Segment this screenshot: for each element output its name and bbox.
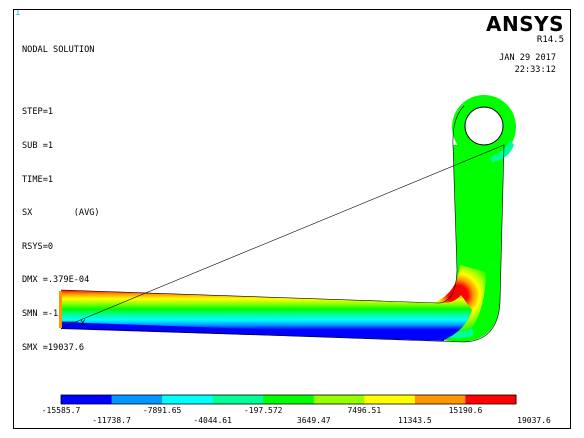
vertical-leg bbox=[429, 145, 504, 342]
ansys-logo: ANSYS bbox=[485, 12, 564, 36]
rsys-label: RSYS=0 bbox=[22, 241, 54, 252]
legend-tick-label: 19037.6 bbox=[517, 416, 551, 425]
triad-x-label: X bbox=[80, 319, 86, 329]
eye-hole bbox=[464, 106, 504, 146]
smx-label: SMX =19037.6 bbox=[22, 342, 85, 353]
legend-tick-label: -11738.7 bbox=[92, 416, 131, 425]
legend-tick-label: 7496.51 bbox=[347, 406, 382, 415]
support-edge bbox=[59, 291, 62, 328]
legend-tick-label: 3649.47 bbox=[296, 416, 331, 425]
legend-tick-label: -15585.7 bbox=[41, 406, 81, 415]
model-outline bbox=[60, 105, 505, 343]
window-number: 1 bbox=[15, 9, 21, 18]
dmx-label: DMX =.379E-04 bbox=[22, 275, 90, 286]
step-label: STEP=1 bbox=[22, 107, 54, 118]
result-label: SX (AVG) bbox=[22, 208, 100, 219]
legend-tick-label: -4044.61 bbox=[193, 416, 232, 425]
legend-tick-label: 15190.6 bbox=[448, 406, 483, 415]
date-label: JAN 29 2017 bbox=[499, 53, 556, 63]
graphics-window[interactable]: 1 NODAL SOLUTION STEP=1 SUB =1 TIME=1 SX… bbox=[13, 9, 571, 429]
time-label: TIME=1 bbox=[22, 174, 54, 185]
eye-ring-patch bbox=[490, 140, 514, 162]
time-label: 22:33:12 bbox=[514, 65, 556, 75]
model-plot[interactable]: X bbox=[14, 10, 571, 429]
release-label: R14.5 bbox=[536, 35, 564, 45]
arm-bottom-band bbox=[61, 322, 444, 341]
solution-title: NODAL SOLUTION bbox=[22, 45, 95, 56]
legend-tick-label: -197.572 bbox=[243, 406, 283, 415]
substep-label: SUB =1 bbox=[22, 141, 54, 151]
legend-tick-label: -7891.65 bbox=[142, 406, 182, 415]
legend-tick-label: 11343.5 bbox=[398, 416, 432, 425]
